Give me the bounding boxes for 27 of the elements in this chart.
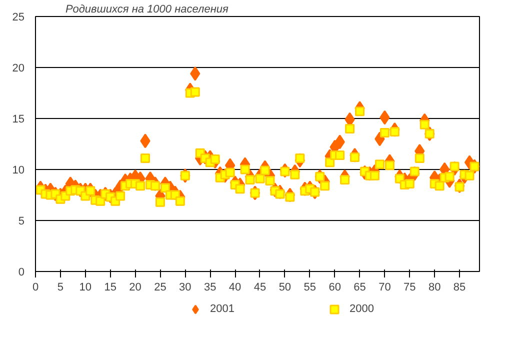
y-tick-label: 15 [12,114,25,126]
y-tick-label: 0 [18,266,25,278]
x-tick-label: 85 [453,282,466,294]
y-tick-label: 20 [12,62,25,74]
x-tick-label: 0 [32,282,39,294]
y-tick-label: 10 [12,164,25,176]
x-tick-label: 10 [79,282,92,294]
x-tick-label: 15 [104,282,116,294]
x-tick-label: 5 [57,282,64,294]
y-tick-label: 5 [18,216,25,228]
chart-title: Родившихся на 1000 населения [66,4,228,16]
x-tick-label: 80 [428,282,441,294]
x-tick-label: 70 [378,282,391,294]
x-tick-label: 45 [254,282,266,294]
legend-label: 2000 [349,303,374,315]
x-tick-label: 40 [228,282,242,294]
x-tick-label: 25 [154,282,166,294]
x-tick-label: 50 [278,282,292,294]
x-tick-label: 75 [404,282,416,294]
legend-label: 2001 [210,303,234,315]
y-tick-label: 25 [12,12,25,24]
x-tick-label: 30 [179,282,192,294]
x-tick-label: 35 [204,282,216,294]
x-tick-label: 20 [129,282,142,294]
x-tick-label: 55 [304,282,316,294]
x-tick-label: 65 [354,282,366,294]
x-tick-label: 60 [328,282,341,294]
